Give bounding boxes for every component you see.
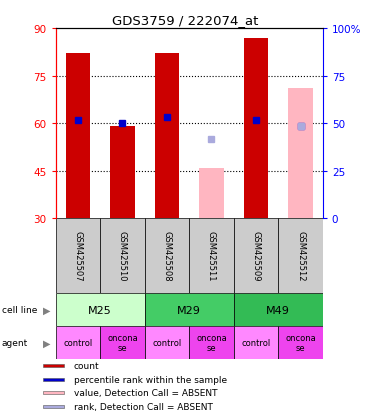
Bar: [155, 54, 179, 219]
Bar: [234, 293, 323, 326]
Bar: [43, 405, 65, 408]
Bar: [110, 127, 135, 219]
Text: GSM425507: GSM425507: [73, 231, 82, 281]
Bar: [189, 219, 234, 293]
Bar: [244, 38, 268, 219]
Text: GSM425509: GSM425509: [252, 231, 260, 281]
Bar: [145, 219, 189, 293]
Bar: [100, 326, 145, 359]
Text: cell line: cell line: [2, 305, 37, 314]
Text: GSM425511: GSM425511: [207, 231, 216, 281]
Text: count: count: [73, 361, 99, 370]
Text: ▶: ▶: [43, 338, 50, 348]
Bar: [145, 293, 234, 326]
Bar: [288, 89, 313, 219]
Bar: [199, 168, 224, 219]
Text: M49: M49: [266, 305, 290, 315]
Text: control: control: [242, 338, 270, 347]
Text: GDS3759 / 222074_at: GDS3759 / 222074_at: [112, 14, 259, 27]
Text: value, Detection Call = ABSENT: value, Detection Call = ABSENT: [73, 388, 217, 397]
Bar: [56, 219, 100, 293]
Text: oncona
se: oncona se: [285, 333, 316, 352]
Bar: [43, 378, 65, 381]
Bar: [189, 326, 234, 359]
Bar: [56, 326, 100, 359]
Text: M29: M29: [177, 305, 201, 315]
Bar: [43, 392, 65, 394]
Bar: [234, 219, 278, 293]
Bar: [100, 219, 145, 293]
Text: agent: agent: [2, 338, 28, 347]
Text: ▶: ▶: [43, 305, 50, 315]
Bar: [43, 365, 65, 368]
Text: M25: M25: [88, 305, 112, 315]
Text: percentile rank within the sample: percentile rank within the sample: [73, 375, 227, 384]
Bar: [278, 326, 323, 359]
Text: control: control: [152, 338, 181, 347]
Text: oncona
se: oncona se: [196, 333, 227, 352]
Text: GSM425510: GSM425510: [118, 231, 127, 281]
Bar: [56, 293, 145, 326]
Bar: [145, 326, 189, 359]
Text: GSM425512: GSM425512: [296, 231, 305, 281]
Text: rank, Detection Call = ABSENT: rank, Detection Call = ABSENT: [73, 402, 213, 411]
Text: oncona
se: oncona se: [107, 333, 138, 352]
Bar: [66, 54, 90, 219]
Text: control: control: [63, 338, 92, 347]
Bar: [234, 326, 278, 359]
Text: GSM425508: GSM425508: [162, 231, 171, 281]
Bar: [278, 219, 323, 293]
